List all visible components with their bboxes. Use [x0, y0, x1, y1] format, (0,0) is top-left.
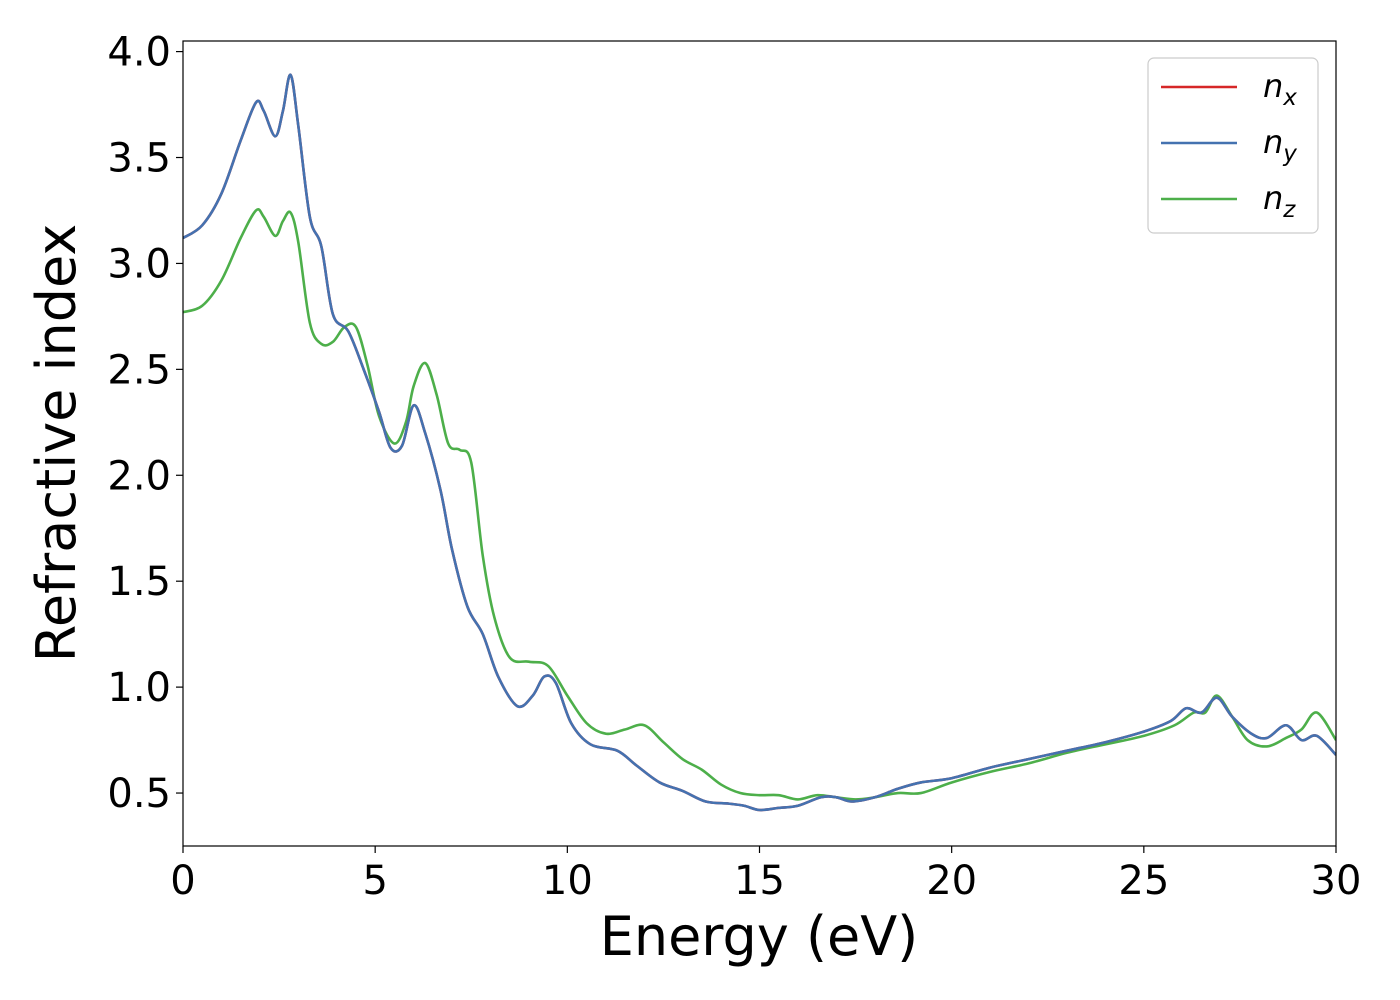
- y-tick-label: 1.0: [107, 665, 171, 711]
- y-tick-label: 4.0: [107, 30, 171, 76]
- legend-label-x: nx: [1263, 67, 1297, 111]
- legend: nx ny nz: [1147, 57, 1319, 234]
- x-tick-label: 25: [1118, 858, 1169, 904]
- y-tick-label: 0.5: [107, 771, 171, 817]
- x-tick-label: 0: [170, 858, 195, 904]
- series-line-z: [183, 208, 1336, 801]
- x-tick-label: 30: [1311, 858, 1362, 904]
- legend-label-y: ny: [1263, 123, 1297, 167]
- y-tick-label: 1.5: [107, 559, 171, 605]
- x-axis: 0 5 10 15 20 25 30: [170, 846, 1361, 904]
- y-axis-title: Refractive index: [25, 224, 88, 663]
- x-tick-label: 15: [734, 858, 785, 904]
- legend-box: [1147, 57, 1319, 234]
- x-axis-title: Energy (eV): [600, 905, 919, 968]
- y-tick-label: 3.5: [107, 136, 171, 182]
- x-tick-label: 10: [542, 858, 593, 904]
- y-tick-label: 2.0: [107, 453, 171, 499]
- x-tick-label: 20: [926, 858, 977, 904]
- x-tick-label: 5: [362, 858, 387, 904]
- series-layer: [183, 73, 1336, 812]
- y-axis: 0.5 1.0 1.5 2.0 2.5 3.0 3.5 4.0: [107, 30, 183, 817]
- y-tick-label: 3.0: [107, 241, 171, 287]
- y-tick-label: 2.5: [107, 347, 171, 393]
- legend-label-z: nz: [1263, 179, 1296, 223]
- series-line-y: [183, 73, 1336, 812]
